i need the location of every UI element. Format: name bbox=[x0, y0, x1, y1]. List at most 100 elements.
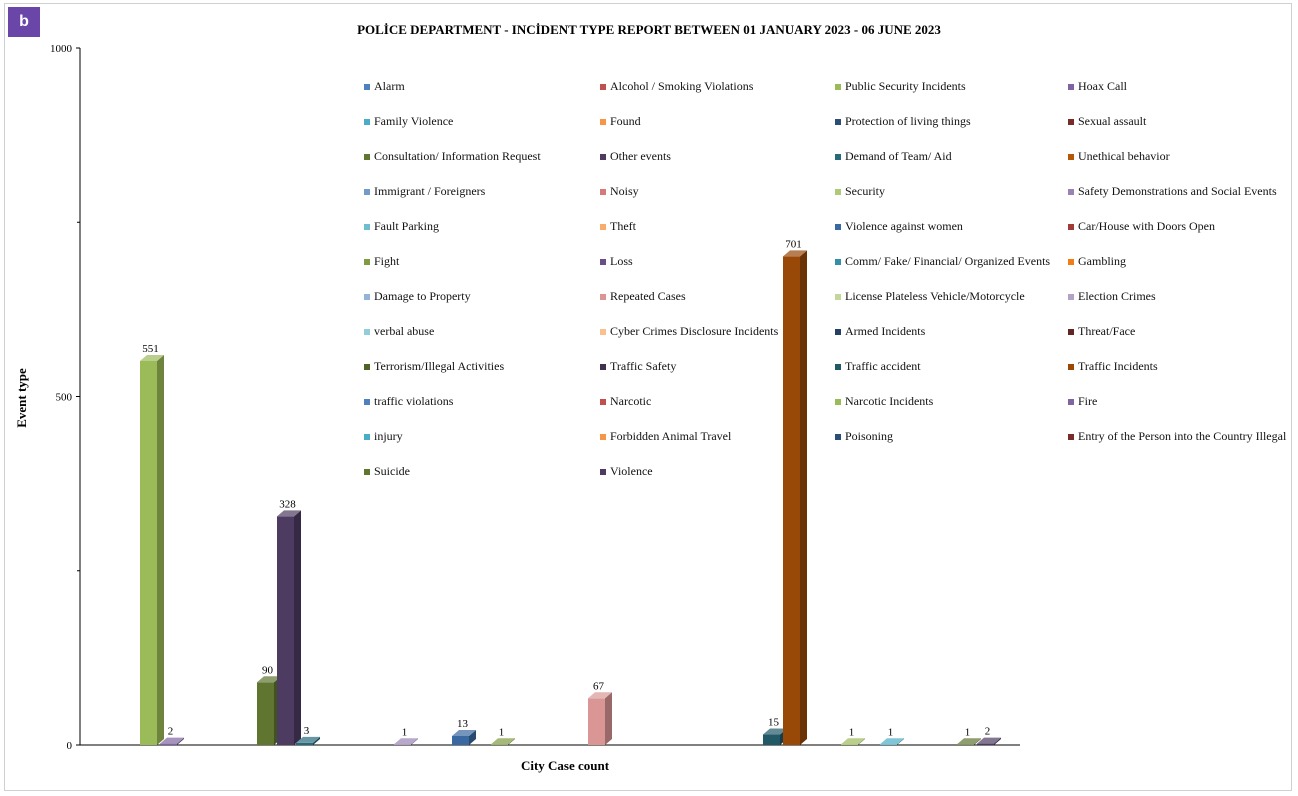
legend-label: Family Violence bbox=[374, 114, 453, 129]
legend-swatch bbox=[600, 434, 606, 440]
data-label: 67 bbox=[593, 680, 605, 692]
legend-item: Unethical behavior bbox=[1068, 149, 1170, 164]
bar-front bbox=[257, 682, 274, 745]
legend-item: Forbidden Animal Travel bbox=[600, 429, 731, 444]
legend-swatch bbox=[1068, 119, 1074, 125]
legend-item: Narcotic Incidents bbox=[835, 394, 933, 409]
legend-label: Alcohol / Smoking Violations bbox=[610, 79, 753, 94]
legend-swatch bbox=[835, 294, 841, 300]
legend-item: Other events bbox=[600, 149, 671, 164]
legend-label: Security bbox=[845, 184, 885, 199]
y-tick-label: 1000 bbox=[50, 43, 73, 55]
y-tick-label: 500 bbox=[56, 392, 73, 404]
data-label: 3 bbox=[304, 725, 310, 737]
bar-20 bbox=[491, 738, 515, 745]
data-label: 1 bbox=[888, 726, 894, 738]
data-label: 2 bbox=[985, 726, 991, 738]
bar-15 bbox=[394, 738, 418, 745]
legend-item: Fault Parking bbox=[364, 219, 439, 234]
legend-label: Forbidden Animal Travel bbox=[610, 429, 731, 444]
legend-label: Traffic Incidents bbox=[1078, 359, 1158, 374]
legend-label: traffic violations bbox=[374, 394, 453, 409]
legend-item: Loss bbox=[600, 254, 633, 269]
bar-front bbox=[957, 744, 974, 745]
bar-front bbox=[588, 698, 605, 745]
bar-side bbox=[294, 510, 301, 745]
bar-9 bbox=[277, 510, 301, 745]
legend-swatch bbox=[364, 399, 370, 405]
legend-item: Armed Incidents bbox=[835, 324, 925, 339]
bar-front bbox=[296, 743, 313, 745]
legend-label: Theft bbox=[610, 219, 636, 234]
legend-swatch bbox=[364, 364, 370, 370]
legend-swatch bbox=[600, 364, 606, 370]
legend-label: Damage to Property bbox=[374, 289, 471, 304]
legend-swatch bbox=[364, 259, 370, 265]
legend-label: Threat/Face bbox=[1078, 324, 1135, 339]
legend-label: Fault Parking bbox=[374, 219, 439, 234]
legend-label: Unethical behavior bbox=[1078, 149, 1170, 164]
legend-item: Security bbox=[835, 184, 885, 199]
legend-swatch bbox=[600, 189, 606, 195]
bar-front bbox=[783, 256, 800, 745]
legend-item: traffic violations bbox=[364, 394, 453, 409]
bar-38 bbox=[841, 738, 865, 745]
legend-item: Entry of the Person into the Country Ill… bbox=[1068, 429, 1286, 444]
bar-35 bbox=[783, 250, 807, 745]
legend-swatch bbox=[1068, 189, 1074, 195]
legend-label: Hoax Call bbox=[1078, 79, 1127, 94]
legend-item: Fire bbox=[1068, 394, 1097, 409]
legend-item: injury bbox=[364, 429, 403, 444]
legend-swatch bbox=[600, 154, 606, 160]
legend-label: Immigrant / Foreigners bbox=[374, 184, 485, 199]
legend-label: Car/House with Doors Open bbox=[1078, 219, 1215, 234]
bar-side bbox=[157, 355, 164, 745]
legend-item: Terrorism/Illegal Activities bbox=[364, 359, 504, 374]
legend-label: Entry of the Person into the Country Ill… bbox=[1078, 429, 1286, 444]
legend-item: Noisy bbox=[600, 184, 639, 199]
legend-label: Comm/ Fake/ Financial/ Organized Events bbox=[845, 254, 1050, 269]
legend-label: Safety Demonstrations and Social Events bbox=[1078, 184, 1277, 199]
bar-side bbox=[800, 250, 807, 745]
legend-item: Sexual assault bbox=[1068, 114, 1146, 129]
legend-swatch bbox=[1068, 154, 1074, 160]
legend-label: Cyber Crimes Disclosure Incidents bbox=[610, 324, 778, 339]
legend-item: Damage to Property bbox=[364, 289, 471, 304]
legend-item: Gambling bbox=[1068, 254, 1126, 269]
legend-swatch bbox=[600, 259, 606, 265]
legend-item: Theft bbox=[600, 219, 636, 234]
legend-swatch bbox=[600, 399, 606, 405]
legend-swatch bbox=[1068, 399, 1074, 405]
legend-item: License Plateless Vehicle/Motorcycle bbox=[835, 289, 1025, 304]
bar-top bbox=[880, 738, 904, 744]
legend-swatch bbox=[835, 189, 841, 195]
legend-label: Protection of living things bbox=[845, 114, 971, 129]
bar-40 bbox=[880, 738, 904, 745]
bar-front bbox=[160, 744, 177, 745]
bar-top bbox=[841, 738, 865, 744]
legend-label: Sexual assault bbox=[1078, 114, 1146, 129]
y-tick-label: 0 bbox=[67, 740, 73, 752]
legend-swatch bbox=[364, 294, 370, 300]
legend-item: Immigrant / Foreigners bbox=[364, 184, 485, 199]
bar-25 bbox=[588, 692, 612, 745]
legend-label: Consultation/ Information Request bbox=[374, 149, 541, 164]
legend-label: Found bbox=[610, 114, 641, 129]
legend-swatch bbox=[835, 224, 841, 230]
legend-label: Traffic accident bbox=[845, 359, 921, 374]
legend-item: Found bbox=[600, 114, 641, 129]
data-label: 1 bbox=[849, 726, 855, 738]
legend-label: Terrorism/Illegal Activities bbox=[374, 359, 504, 374]
legend-swatch bbox=[835, 364, 841, 370]
legend-swatch bbox=[600, 294, 606, 300]
bar-top bbox=[394, 738, 418, 744]
data-label: 15 bbox=[768, 717, 780, 729]
legend-label: Fight bbox=[374, 254, 399, 269]
legend-swatch bbox=[1068, 294, 1074, 300]
bar-top bbox=[491, 738, 515, 744]
legend-label: Traffic Safety bbox=[610, 359, 676, 374]
legend-swatch bbox=[1068, 364, 1074, 370]
legend-swatch bbox=[1068, 329, 1074, 335]
legend-swatch bbox=[364, 434, 370, 440]
bar-front bbox=[880, 744, 897, 745]
